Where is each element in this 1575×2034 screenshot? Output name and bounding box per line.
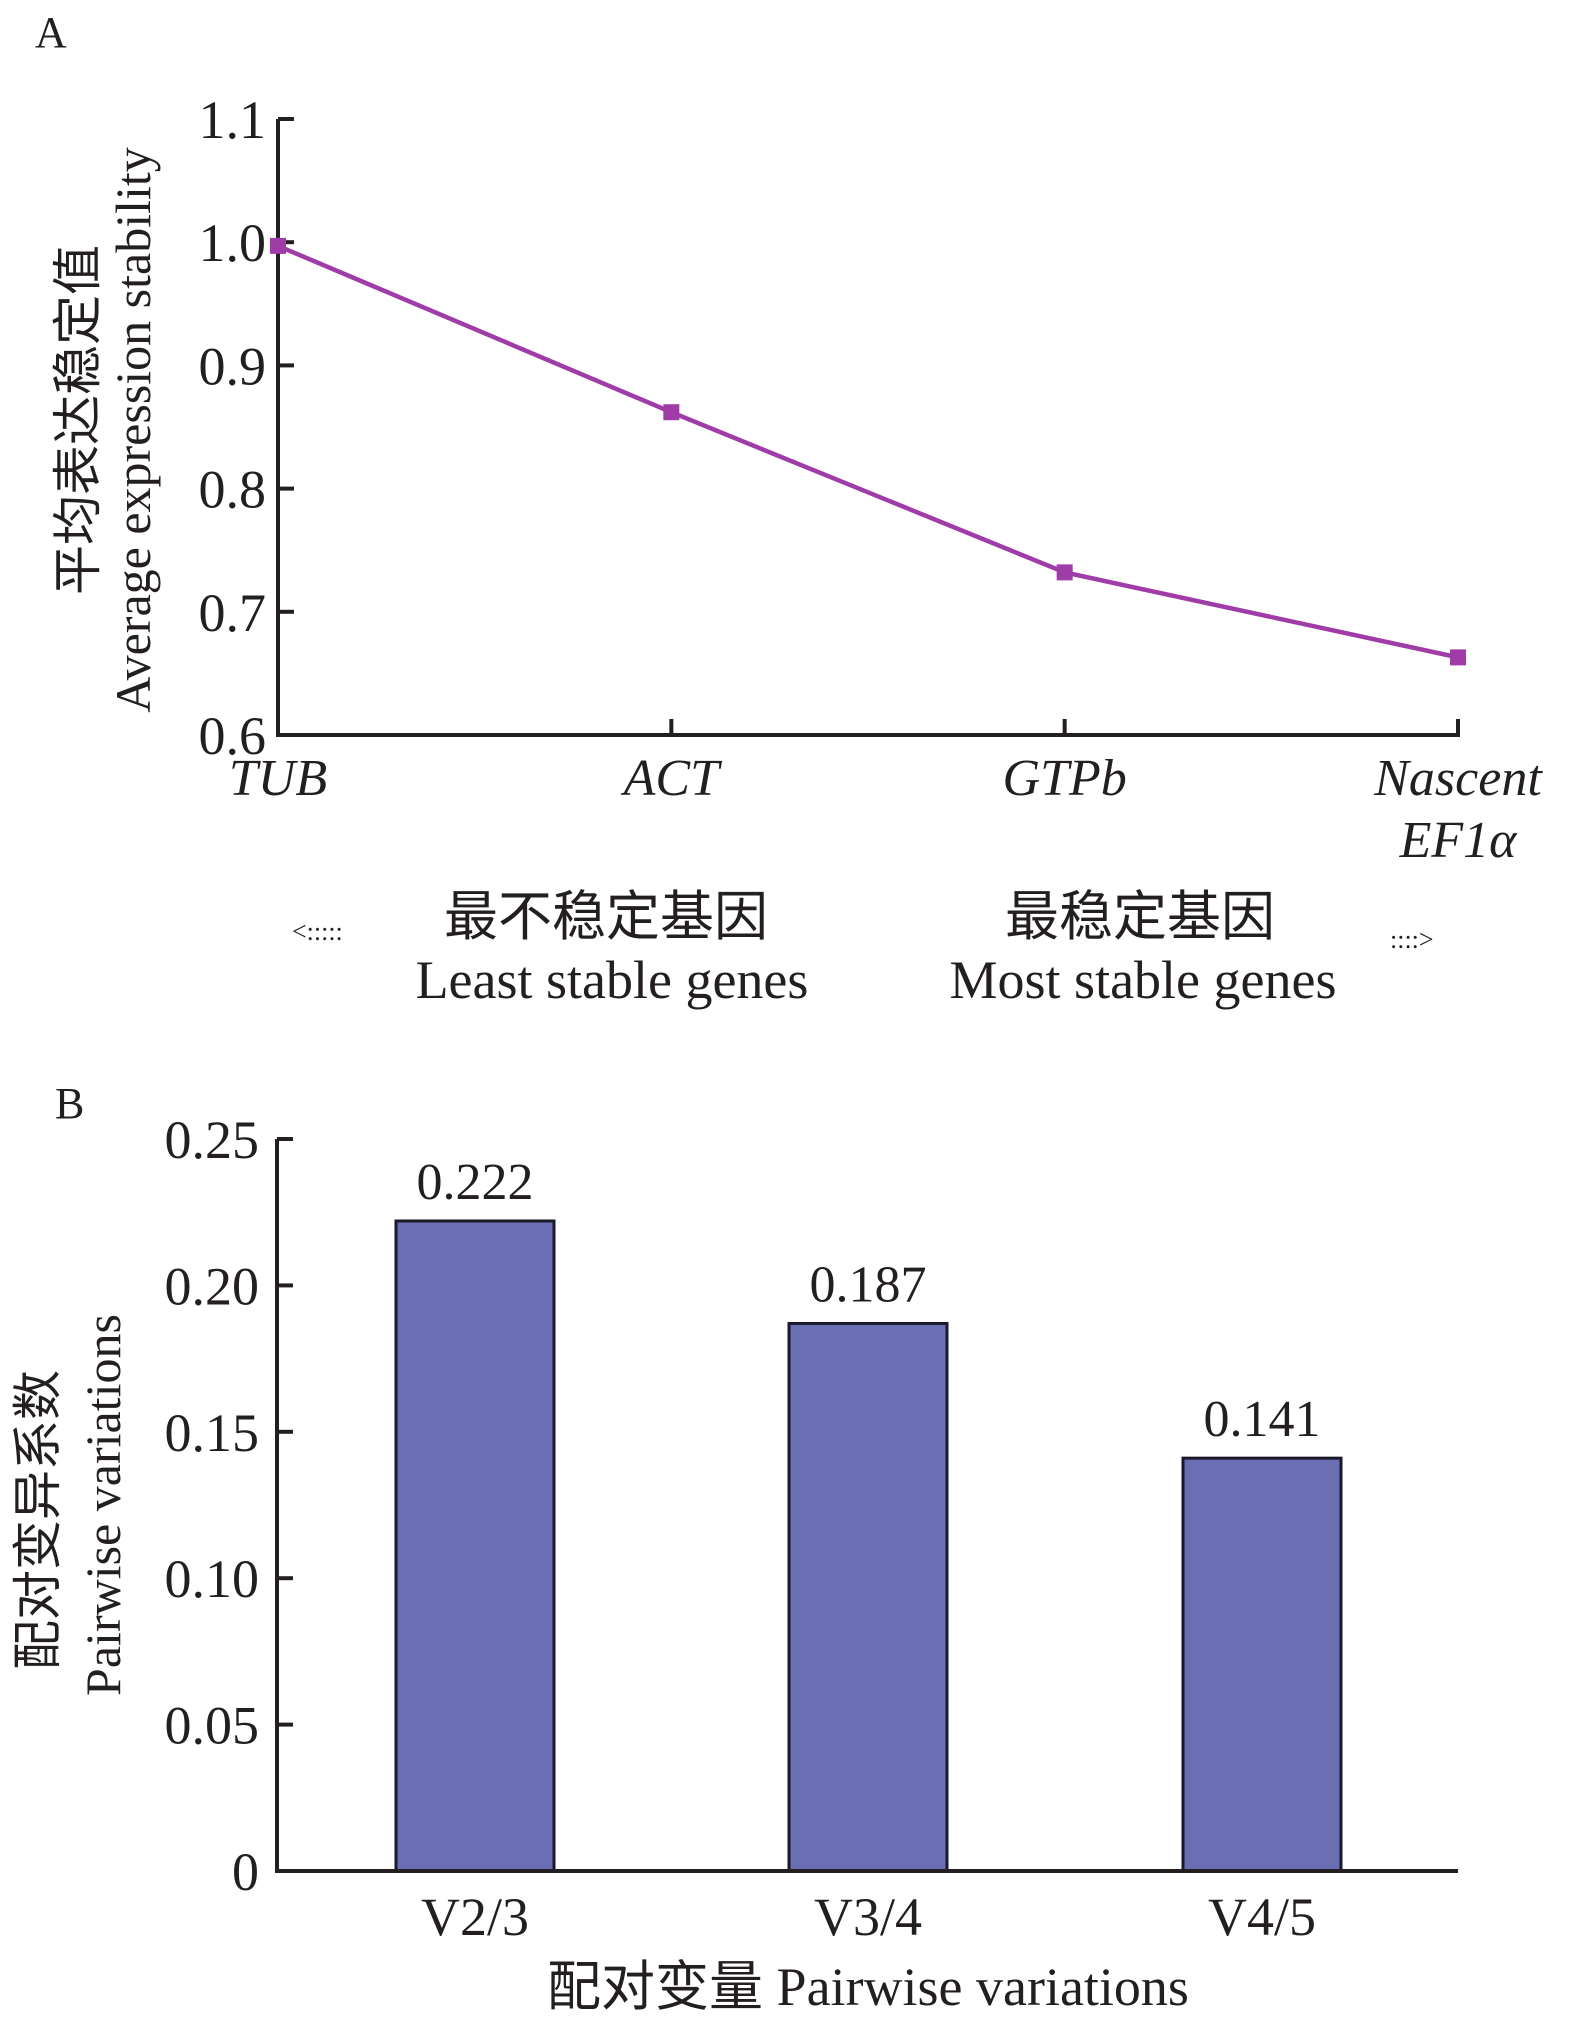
panel-a-data-point <box>1056 564 1073 581</box>
panel-a-y-axis-label: 平均表达稳定值 Average expression stability <box>50 147 161 713</box>
panel-b: B 配对变异系数 Pairwise variations 0 0.05 0.10 0.… <box>10 1079 1458 2017</box>
panel-b-bars: 0.222 0.187 0.141 <box>394 1154 1343 1873</box>
panel-b-y-axis-label: 配对变异系数 Pairwise variations <box>10 1314 131 1696</box>
most-stable-label-en: Most stable genes <box>950 950 1337 1010</box>
panel-b-y-tick-label: 0.05 <box>165 1696 260 1756</box>
least-stable-label-cn: 最不稳定基因 <box>444 887 768 947</box>
panel-b-y-tick-label: 0 <box>232 1842 259 1902</box>
panel-b-x-ticks: V2/3 V3/4 V4/5 <box>421 1887 1316 1947</box>
panel-b-y-label-en: Pairwise variations <box>75 1314 131 1696</box>
panel-a-series <box>270 237 1466 666</box>
panel-a-y-label-cn: 平均表达稳定值 <box>50 245 106 595</box>
panel-a-axes <box>276 119 1460 737</box>
bar <box>394 1219 556 1873</box>
panel-a-x-tick-label: EF1α <box>1399 812 1519 869</box>
panel-b-y-tick-label: 0.20 <box>165 1256 260 1316</box>
bar-value-label: 0.187 <box>810 1256 927 1313</box>
panel-a-data-point <box>663 404 680 421</box>
panel-b-x-axis-label: 配对变量 Pairwise variations <box>547 1957 1189 2017</box>
panel-a-series-line <box>277 243 1459 660</box>
bar-value-label: 0.222 <box>417 1154 534 1211</box>
panel-a-y-tick-label: 0.6 <box>199 706 267 766</box>
panel-a-y-tick-label: 1.1 <box>199 90 267 150</box>
panel-a-data-point <box>1450 649 1466 666</box>
panel-b-y-tick-label: 0.25 <box>165 1110 260 1170</box>
panel-b-y-tick-label: 0.15 <box>165 1403 260 1463</box>
panel-a-y-label-en: Average expression stability <box>105 147 161 713</box>
panel-a-x-tick-label: ACT <box>621 750 722 807</box>
bar <box>787 1321 949 1873</box>
right-arrow-icon: ::::> <box>1390 925 1434 954</box>
panel-a-y-tick-label: 1.0 <box>199 213 267 273</box>
panel-a-annotations: <::::: 最不稳定基因 Least stable genes 最稳定基因 M… <box>292 887 1434 1010</box>
panel-a-x-tick-label: TUB <box>229 750 327 807</box>
bar <box>1181 1456 1343 1873</box>
panel-b-x-tick-label: V2/3 <box>421 1887 529 1947</box>
panel-b-y-label-cn: 配对变异系数 <box>10 1370 66 1670</box>
panel-a-label: A <box>35 8 67 57</box>
panel-a-y-tick-label: 0.7 <box>199 583 267 643</box>
panel-a: A 平均表达稳定值 Average expression stability 0… <box>35 8 1543 1010</box>
panel-a-x-tick-label: GTPb <box>1003 750 1127 807</box>
least-stable-label-en: Least stable genes <box>416 950 809 1010</box>
panel-b-label: B <box>55 1079 84 1128</box>
panel-a-y-tick-label: 0.8 <box>199 460 267 520</box>
left-arrow-icon: <::::: <box>292 917 343 946</box>
panel-a-data-point <box>270 237 286 254</box>
most-stable-label-cn: 最稳定基因 <box>1005 887 1275 947</box>
panel-a-x-tick-label: Nascent <box>1373 750 1543 807</box>
panel-b-y-ticks: 0 0.05 0.10 0.15 0.20 0.25 <box>165 1110 293 1902</box>
panel-a-y-tick-label: 0.9 <box>199 336 267 396</box>
panel-b-x-tick-label: V3/4 <box>814 1887 922 1947</box>
panel-b-axes <box>275 1139 1458 1873</box>
panel-b-x-tick-label: V4/5 <box>1208 1887 1316 1947</box>
bar-value-label: 0.141 <box>1204 1391 1321 1448</box>
panel-a-y-ticks: 0.6 0.7 0.8 0.9 1.0 1.1 <box>199 90 294 766</box>
panel-b-y-tick-label: 0.10 <box>165 1549 260 1609</box>
